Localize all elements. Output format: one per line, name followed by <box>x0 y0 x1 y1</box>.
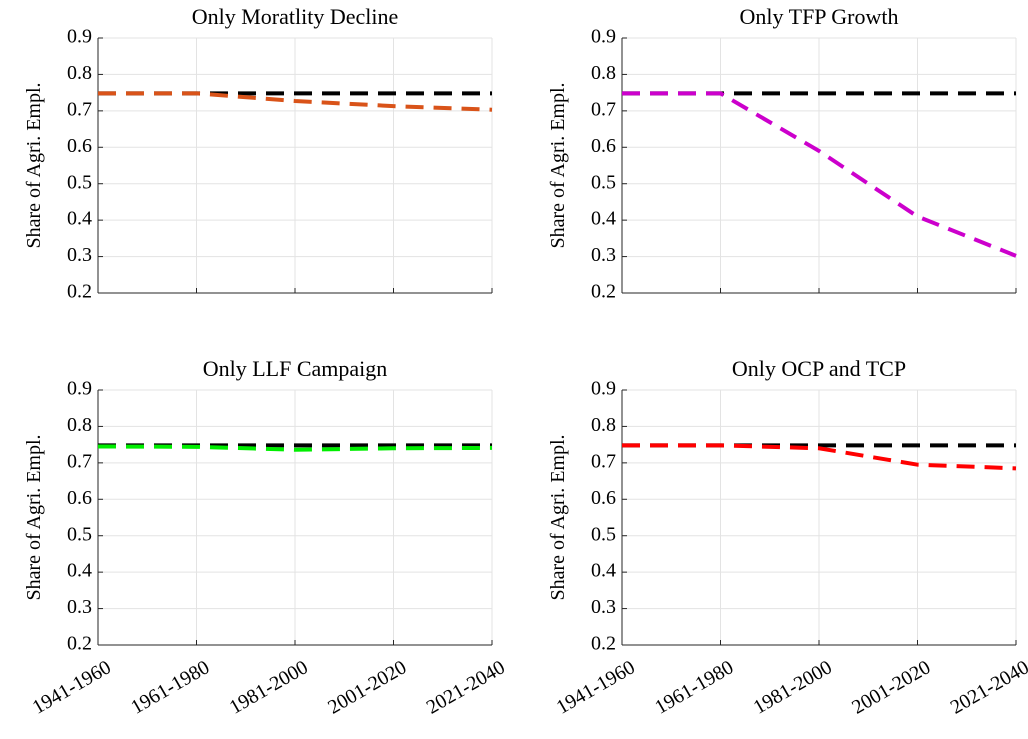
x-tick-label: 1981-2000 <box>750 656 836 718</box>
y-tick-label: 0.3 <box>591 596 616 618</box>
y-tick-label: 0.5 <box>591 171 616 193</box>
series-line <box>98 91 493 112</box>
x-tick-label: 1941-1960 <box>553 656 639 718</box>
x-tick-label: 2001-2020 <box>324 656 410 718</box>
subplot: 0.2 0.3 0.4 0.5 0.6 0.7 0.8 0.9 Only TFP Growth S… <box>547 4 1017 303</box>
x-tick-label: 2021-2040 <box>423 656 509 718</box>
y-tick-label: 0.6 <box>591 487 616 509</box>
y-tick-label: 0.5 <box>67 171 92 193</box>
series-line <box>97 444 493 452</box>
y-tick-label: 0.5 <box>67 523 92 545</box>
y-tick-label: 0.8 <box>591 414 616 436</box>
x-tick-label: 1941-1960 <box>29 656 115 718</box>
y-tick-label: 0.6 <box>591 135 616 157</box>
y-tick-label: 0.7 <box>591 98 616 120</box>
x-tick-label: 1961-1980 <box>127 656 213 718</box>
y-axis-label: Share of Agri. Empl. <box>547 434 569 600</box>
y-tick-label: 0.2 <box>591 281 616 303</box>
y-tick-label: 0.9 <box>591 378 616 400</box>
subplot-title: Only TFP Growth <box>740 4 899 29</box>
y-axis-label: Share of Agri. Empl. <box>23 82 45 248</box>
subplot-title: Only OCP and TCP <box>732 356 906 381</box>
x-tick-label: 1961-1980 <box>651 656 737 718</box>
series-line <box>622 443 1017 471</box>
y-tick-label: 0.4 <box>67 208 92 230</box>
y-tick-label: 0.4 <box>591 560 616 582</box>
y-tick-label: 0.4 <box>67 560 92 582</box>
y-tick-label: 0.7 <box>591 450 616 472</box>
y-tick-label: 0.5 <box>591 523 616 545</box>
y-axis-label: Share of Agri. Empl. <box>23 434 45 600</box>
subplot-title: Only Moratlity Decline <box>192 4 399 29</box>
subplot: 0.2 0.3 0.4 0.5 0.6 0.7 0.8 0.9 Only Moratlity D… <box>23 4 493 303</box>
x-tick-label: 2001-2020 <box>848 656 934 718</box>
subplot-title: Only LLF Campaign <box>203 356 388 381</box>
y-tick-label: 0.2 <box>67 281 92 303</box>
y-tick-label: 0.8 <box>67 62 92 84</box>
subplot: 0.2 0.3 0.4 0.5 0.6 0.7 0.8 0.9 1941-1960 1961-19… <box>547 356 1028 719</box>
series-line <box>622 91 1017 258</box>
y-tick-label: 0.8 <box>591 62 616 84</box>
y-tick-label: 0.7 <box>67 98 92 120</box>
y-tick-label: 0.9 <box>591 26 616 48</box>
y-tick-label: 0.8 <box>67 414 92 436</box>
y-tick-label: 0.9 <box>67 378 92 400</box>
y-axis-label: Share of Agri. Empl. <box>547 82 569 248</box>
y-tick-label: 0.6 <box>67 487 92 509</box>
y-tick-label: 0.3 <box>591 244 616 266</box>
y-tick-label: 0.3 <box>67 244 92 266</box>
x-tick-label: 2021-2040 <box>947 656 1028 718</box>
y-tick-label: 0.6 <box>67 135 92 157</box>
x-tick-label: 1981-2000 <box>226 656 312 718</box>
y-tick-label: 0.7 <box>67 450 92 472</box>
y-tick-label: 0.2 <box>591 633 616 655</box>
y-tick-label: 0.2 <box>67 633 92 655</box>
y-tick-label: 0.9 <box>67 26 92 48</box>
y-tick-label: 0.4 <box>591 208 616 230</box>
subplot: 0.2 0.3 0.4 0.5 0.6 0.7 0.8 0.9 1941-1960 1961-19… <box>23 356 509 719</box>
y-tick-label: 0.3 <box>67 596 92 618</box>
